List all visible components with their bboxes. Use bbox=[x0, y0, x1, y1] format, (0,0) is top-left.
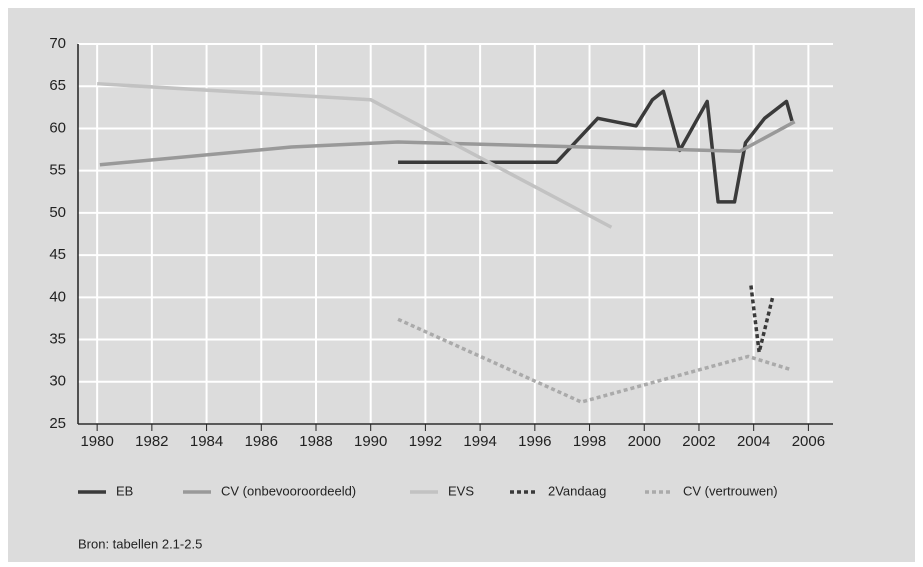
x-tick-label: 1984 bbox=[190, 433, 223, 450]
line bbox=[99, 120, 796, 167]
y-tick-label: 25 bbox=[49, 415, 66, 432]
line bbox=[97, 81, 613, 229]
x-tick-label: 1982 bbox=[135, 433, 168, 450]
y-tick-label: 50 bbox=[49, 204, 66, 221]
y-tick-label: 30 bbox=[49, 373, 66, 390]
legend-label: CV (vertrouwen) bbox=[683, 483, 778, 498]
legend-label: CV (onbevooroordeeld) bbox=[221, 483, 356, 498]
line bbox=[749, 285, 775, 354]
y-tick-label: 65 bbox=[49, 77, 66, 94]
y-tick-label: 45 bbox=[49, 246, 66, 263]
x-tick-label: 1990 bbox=[354, 433, 387, 450]
x-tick-label: 2000 bbox=[628, 433, 661, 450]
x-tick-label: 1996 bbox=[518, 433, 551, 450]
line bbox=[398, 89, 794, 204]
x-tick-label: 2006 bbox=[792, 433, 825, 450]
panel bbox=[8, 8, 915, 562]
x-tick-label: 2002 bbox=[682, 433, 715, 450]
x-tick-label: 1986 bbox=[245, 433, 278, 450]
y-tick-label: 35 bbox=[49, 331, 66, 348]
y-tick-label: 60 bbox=[49, 119, 66, 136]
x-tick-label: 1988 bbox=[299, 433, 332, 450]
x-tick-label: 1992 bbox=[409, 433, 442, 450]
legend-label: EVS bbox=[448, 483, 474, 498]
line bbox=[397, 317, 793, 404]
legend-label: 2Vandaag bbox=[548, 483, 606, 498]
legend-label: EB bbox=[116, 483, 133, 498]
x-tick-label: 1994 bbox=[463, 433, 496, 450]
x-tick-label: 1980 bbox=[80, 433, 113, 450]
x-tick-label: 2004 bbox=[737, 433, 770, 450]
y-tick-label: 70 bbox=[49, 35, 66, 52]
y-tick-label: 55 bbox=[49, 162, 66, 179]
y-tick-label: 40 bbox=[49, 288, 66, 305]
x-tick-label: 1998 bbox=[573, 433, 606, 450]
source: Bron: tabellen 2.1-2.5 bbox=[78, 536, 202, 551]
